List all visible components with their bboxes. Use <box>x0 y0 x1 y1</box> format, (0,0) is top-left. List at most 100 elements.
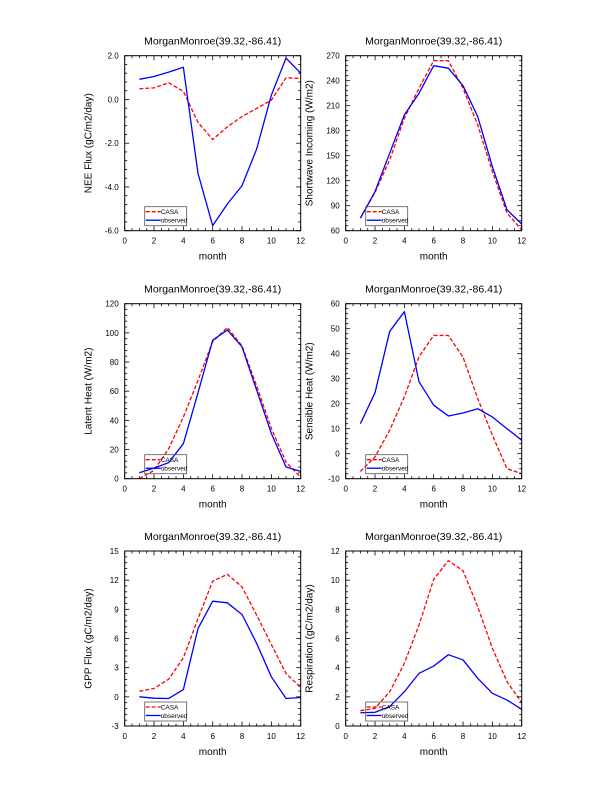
legend-label-observed: observed <box>161 218 188 225</box>
chart-title: MorganMonroe(39.32,-86.41) <box>365 531 502 543</box>
x-tick-label: 4 <box>402 237 407 246</box>
series-line-observed <box>359 311 522 441</box>
y-tick-label: 0 <box>114 693 119 702</box>
x-tick-label: 2 <box>152 732 157 741</box>
chart-panel-2: MorganMonroe(39.32,-86.41) 0 2 4 6 8 10 12 60 90 1… <box>305 36 527 263</box>
legend-label-observed: observed <box>382 713 409 720</box>
y-tick-label: 0 <box>335 450 340 459</box>
y-tick-label: 8 <box>335 605 340 614</box>
x-tick-label: 12 <box>517 237 526 246</box>
plot-frame <box>345 303 523 480</box>
y-tick-label: 20 <box>110 446 119 455</box>
y-tick-label: 0.0 <box>108 95 120 104</box>
x-tick-label: 4 <box>181 732 186 741</box>
y-tick-label: -10 <box>328 475 340 484</box>
y-tick-label: 0 <box>114 475 119 484</box>
y-tick-label: 120 <box>105 300 119 309</box>
x-tick-label: 10 <box>267 237 276 246</box>
y-tick-label: 2 <box>335 693 340 702</box>
x-tick-label: 12 <box>517 732 526 741</box>
legend-box <box>365 206 409 227</box>
chart-panel-1: MorganMonroe(39.32,-86.41) 0 2 4 6 8 10 12 -6.0 -… <box>84 36 306 263</box>
y-axis-label: NEE Flux (gC/m2/day) <box>84 93 95 193</box>
x-axis-label: month <box>199 747 227 758</box>
y-tick-label: 50 <box>331 325 340 334</box>
plot-frame <box>124 55 302 232</box>
chart-title: MorganMonroe(39.32,-86.41) <box>144 531 281 543</box>
x-tick-label: 2 <box>373 732 378 741</box>
y-tick-label: -6.0 <box>105 227 119 236</box>
y-tick-label: 120 <box>326 177 340 186</box>
y-axis-label: Latent Heat (W/m2) <box>84 348 95 435</box>
x-tick-label: 10 <box>488 485 497 494</box>
legend-box <box>365 701 409 722</box>
y-tick-label: 12 <box>331 547 340 556</box>
y-tick-label: 0 <box>335 722 340 731</box>
x-tick-label: 8 <box>461 237 466 246</box>
series-line-observed <box>139 600 301 700</box>
y-axis-label: GPP Flux (gC/m2/day) <box>84 588 95 688</box>
series-line-casa <box>359 334 522 475</box>
y-tick-label: 12 <box>110 576 119 585</box>
legend-box <box>144 206 188 227</box>
y-tick-label: 20 <box>331 400 340 409</box>
y-tick-label: 15 <box>110 547 119 556</box>
series-line-observed <box>139 329 301 474</box>
y-tick-label: 10 <box>331 425 340 434</box>
x-tick-label: 6 <box>431 732 436 741</box>
y-tick-label: 210 <box>326 102 340 111</box>
legend-box <box>365 454 409 475</box>
x-tick-label: 2 <box>152 237 157 246</box>
x-tick-label: 4 <box>181 485 186 494</box>
legend-label-casa: CASA <box>161 457 179 464</box>
x-tick-label: 4 <box>181 237 186 246</box>
x-tick-label: 4 <box>402 485 407 494</box>
y-axis-label: Shortwave Incoming (W/m2) <box>305 80 316 206</box>
y-tick-label: 90 <box>331 202 340 211</box>
x-tick-label: 2 <box>373 237 378 246</box>
legend-label-casa: CASA <box>382 704 400 711</box>
x-tick-label: 6 <box>210 732 215 741</box>
y-tick-label: 100 <box>105 329 119 338</box>
legend-box <box>144 701 188 722</box>
x-tick-label: 0 <box>122 237 127 246</box>
chart-title: MorganMonroe(39.32,-86.41) <box>365 36 502 48</box>
x-axis-label: month <box>420 500 448 511</box>
x-axis-label: month <box>420 252 448 263</box>
x-tick-label: 10 <box>488 237 497 246</box>
y-tick-label: -4.0 <box>105 183 119 192</box>
legend-label-observed: observed <box>161 713 188 720</box>
legend-box <box>144 454 188 475</box>
y-tick-label: 30 <box>331 375 340 384</box>
x-tick-label: 0 <box>122 485 127 494</box>
y-tick-label: 6 <box>114 635 119 644</box>
x-axis-label: month <box>420 747 448 758</box>
series-line-casa <box>359 60 522 231</box>
series-line-casa <box>360 559 522 712</box>
y-tick-label: -3 <box>112 722 120 731</box>
chart-title: MorganMonroe(39.32,-86.41) <box>144 284 281 296</box>
x-tick-label: 12 <box>517 485 526 494</box>
y-tick-label: 180 <box>326 127 340 136</box>
y-tick-label: 3 <box>114 664 119 673</box>
y-tick-label: 40 <box>110 416 119 425</box>
y-tick-label: 2.0 <box>108 52 120 61</box>
y-tick-label: -2.0 <box>105 139 119 148</box>
x-tick-label: 2 <box>152 485 157 494</box>
y-tick-label: 40 <box>331 350 340 359</box>
series-line-casa <box>139 326 301 479</box>
x-tick-label: 0 <box>343 237 348 246</box>
legend-label-casa: CASA <box>161 704 179 711</box>
x-tick-label: 2 <box>373 485 378 494</box>
x-tick-label: 6 <box>210 237 215 246</box>
chart-panel-4: MorganMonroe(39.32,-86.41)0 2 4 6 8 10 12-1001… <box>305 284 527 511</box>
legend-label-casa: CASA <box>382 209 400 216</box>
legend: CASA observed <box>144 701 188 722</box>
x-tick-label: 0 <box>343 485 348 494</box>
x-tick-label: 8 <box>461 485 466 494</box>
legend-label-observed: observed <box>161 466 188 473</box>
chart-title: MorganMonroe(39.32,-86.41) <box>365 284 502 296</box>
plot-frame <box>124 550 302 727</box>
chart-panel-3: MorganMonroe(39.32,-86.41)0 2 4 6 8 10 1202040… <box>84 284 306 511</box>
